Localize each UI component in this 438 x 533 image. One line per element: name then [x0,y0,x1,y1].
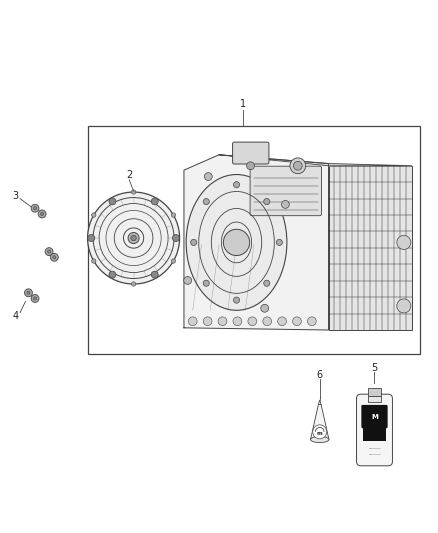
Circle shape [293,161,302,170]
Bar [368,395,381,402]
Circle shape [33,207,37,210]
Circle shape [53,256,56,259]
Bar [363,429,386,441]
FancyBboxPatch shape [233,142,269,164]
Circle shape [397,236,411,249]
Polygon shape [219,155,412,166]
Circle shape [88,192,180,284]
Circle shape [397,299,411,313]
Circle shape [131,282,136,286]
Circle shape [25,289,32,297]
Circle shape [261,304,268,312]
Circle shape [290,158,306,174]
Text: M: M [371,414,378,419]
Text: 4: 4 [12,311,18,320]
Text: 2: 2 [126,169,132,180]
FancyBboxPatch shape [361,405,388,428]
Circle shape [233,297,240,303]
Circle shape [128,232,139,244]
Circle shape [248,317,257,326]
Circle shape [50,253,58,261]
Text: m: m [317,431,322,436]
Circle shape [184,277,191,285]
Text: 1: 1 [240,100,246,109]
Circle shape [264,280,270,286]
Text: 3: 3 [12,191,18,201]
Circle shape [88,235,95,241]
Circle shape [171,259,176,263]
Circle shape [47,250,51,253]
Circle shape [109,198,116,205]
Bar [328,166,412,330]
Circle shape [205,173,212,181]
Polygon shape [184,155,328,330]
Circle shape [31,295,39,302]
Circle shape [191,239,197,246]
Circle shape [188,317,197,326]
Circle shape [45,248,53,255]
Circle shape [92,259,96,263]
Circle shape [151,198,158,205]
Circle shape [218,317,227,326]
Circle shape [276,239,283,246]
Circle shape [92,213,96,217]
Circle shape [233,317,242,326]
Circle shape [203,280,209,286]
Text: 6: 6 [317,370,323,379]
Circle shape [33,297,37,300]
Circle shape [31,204,39,212]
Circle shape [307,317,316,326]
Circle shape [247,162,254,169]
Ellipse shape [311,437,329,442]
Text: ______: ______ [368,446,381,450]
Circle shape [109,271,116,278]
Circle shape [131,235,136,241]
Circle shape [313,425,327,439]
Circle shape [173,235,180,241]
Circle shape [223,229,250,255]
Circle shape [203,317,212,326]
Bar [368,388,381,395]
Circle shape [27,291,30,294]
Circle shape [278,317,286,326]
Text: 5: 5 [371,363,378,373]
Circle shape [171,213,176,217]
Bar [88,126,420,354]
FancyBboxPatch shape [357,394,392,466]
Circle shape [151,271,158,278]
Circle shape [282,200,290,208]
Text: ______: ______ [368,452,381,456]
Ellipse shape [186,174,287,310]
Circle shape [264,198,270,205]
Circle shape [293,317,301,326]
FancyBboxPatch shape [250,166,321,216]
Polygon shape [311,405,329,440]
Circle shape [131,190,136,194]
Circle shape [233,182,240,188]
Circle shape [203,198,209,205]
Circle shape [263,317,272,326]
Circle shape [38,210,46,218]
Circle shape [40,212,44,215]
